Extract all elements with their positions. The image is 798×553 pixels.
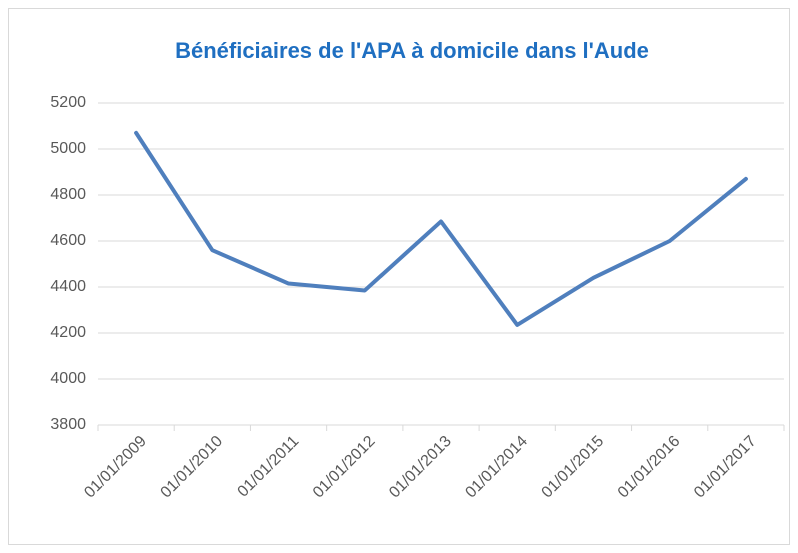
- y-tick-label: 4000: [50, 370, 86, 387]
- y-tick-label: 5200: [50, 94, 86, 111]
- chart-border: [8, 8, 790, 545]
- y-tick-label: 3800: [50, 416, 86, 433]
- y-tick-label: 4800: [50, 186, 86, 203]
- data-line: [134, 130, 748, 327]
- y-tick-label: 4400: [50, 278, 86, 295]
- chart-title: Bénéficiaires de l'APA à domicile dans l…: [175, 38, 649, 63]
- y-tick-label: 4200: [50, 324, 86, 341]
- y-tick-label: 4600: [50, 232, 86, 249]
- y-tick-label: 5000: [50, 140, 86, 157]
